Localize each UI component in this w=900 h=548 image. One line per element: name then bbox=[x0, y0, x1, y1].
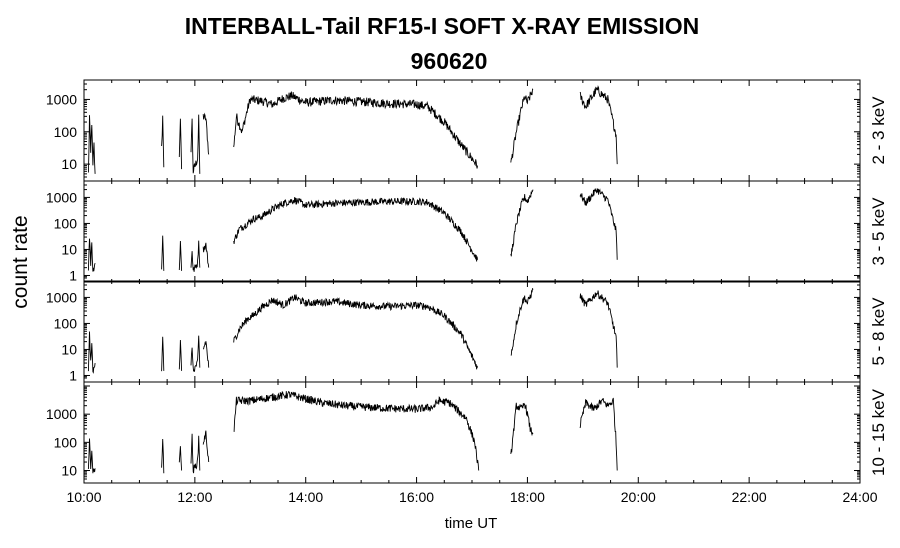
chart-subtitle: 960620 bbox=[411, 48, 488, 74]
x-tick-label: 10:00 bbox=[66, 489, 101, 505]
x-tick-label: 14:00 bbox=[288, 489, 323, 505]
panel-2: 1 10 100 1000 3 - 5 keV bbox=[46, 180, 888, 283]
panel-frame bbox=[83, 280, 861, 383]
series-line bbox=[233, 390, 480, 471]
band-label: 10 - 15 keV bbox=[869, 388, 888, 476]
x-axis: 10:00 12:00 14:00 16:00 18:00 20:00 22:00 24:00 bbox=[66, 489, 877, 505]
y-tick-label: 10 bbox=[61, 341, 77, 357]
band-label: 3 - 5 keV bbox=[869, 197, 888, 266]
y-tick-label: 100 bbox=[54, 124, 78, 140]
series-line bbox=[161, 336, 165, 372]
y-axis-label: count rate bbox=[9, 215, 32, 308]
x-tick-label: 18:00 bbox=[510, 489, 545, 505]
series-line bbox=[87, 438, 96, 474]
chart-title: INTERBALL-Tail RF15-I SOFT X-RAY EMISSIO… bbox=[185, 13, 700, 39]
series-line bbox=[202, 112, 210, 155]
x-tick-label: 20:00 bbox=[621, 489, 656, 505]
series-line bbox=[178, 339, 183, 371]
band-label: 5 - 8 keV bbox=[869, 297, 888, 366]
series-line bbox=[190, 433, 201, 474]
series-line bbox=[202, 430, 210, 463]
series-line bbox=[161, 438, 165, 474]
series-line bbox=[579, 290, 618, 368]
panel-frame bbox=[83, 180, 861, 283]
y-tick-label: 100 bbox=[54, 434, 78, 450]
series-line bbox=[87, 115, 96, 174]
series-line bbox=[510, 402, 534, 454]
y-tick-label: 100 bbox=[54, 315, 78, 331]
series-line bbox=[87, 331, 96, 374]
panel-4: 10 100 1000 10 - 15 keV bbox=[46, 381, 888, 484]
series-line bbox=[579, 397, 618, 471]
panel-3: 1 10 100 1000 5 - 8 keV bbox=[46, 280, 888, 383]
series-line bbox=[233, 91, 478, 169]
series-line bbox=[510, 88, 534, 163]
series-line bbox=[579, 188, 618, 260]
series-line bbox=[202, 242, 210, 268]
series-line bbox=[233, 197, 478, 262]
panel-1: 10 100 1000 2 - 3 keV bbox=[46, 79, 888, 182]
series-line bbox=[178, 118, 183, 170]
series-line bbox=[178, 446, 183, 471]
x-tick-label: 24:00 bbox=[842, 489, 877, 505]
series-line bbox=[579, 85, 618, 165]
y-tick-label: 1000 bbox=[46, 91, 77, 107]
y-tick-label: 10 bbox=[61, 241, 77, 257]
x-tick-label: 12:00 bbox=[177, 489, 212, 505]
y-tick-label: 10 bbox=[61, 463, 77, 479]
y-tick-label: 10 bbox=[61, 156, 77, 172]
y-tick-label: 100 bbox=[54, 215, 78, 231]
series-line bbox=[190, 335, 201, 372]
series-line bbox=[233, 294, 478, 370]
series-line bbox=[190, 240, 201, 272]
panel-frame bbox=[83, 79, 861, 182]
y-tick-label: 1000 bbox=[46, 189, 77, 205]
x-tick-label: 16:00 bbox=[399, 489, 434, 505]
series-line bbox=[161, 235, 165, 271]
y-tick-label: 1 bbox=[69, 267, 77, 283]
series-line bbox=[87, 238, 96, 272]
y-tick-label: 1000 bbox=[46, 289, 77, 305]
series-line bbox=[510, 189, 534, 257]
series-line bbox=[178, 240, 183, 271]
series-line bbox=[510, 288, 534, 356]
x-tick-label: 22:00 bbox=[732, 489, 767, 505]
series-line bbox=[190, 114, 201, 174]
series-line bbox=[202, 341, 210, 368]
y-tick-label: 1000 bbox=[46, 406, 77, 422]
band-label: 2 - 3 keV bbox=[869, 96, 888, 165]
series-line bbox=[161, 115, 165, 168]
y-tick-label: 1 bbox=[69, 367, 77, 383]
x-axis-label: time UT bbox=[445, 515, 498, 532]
